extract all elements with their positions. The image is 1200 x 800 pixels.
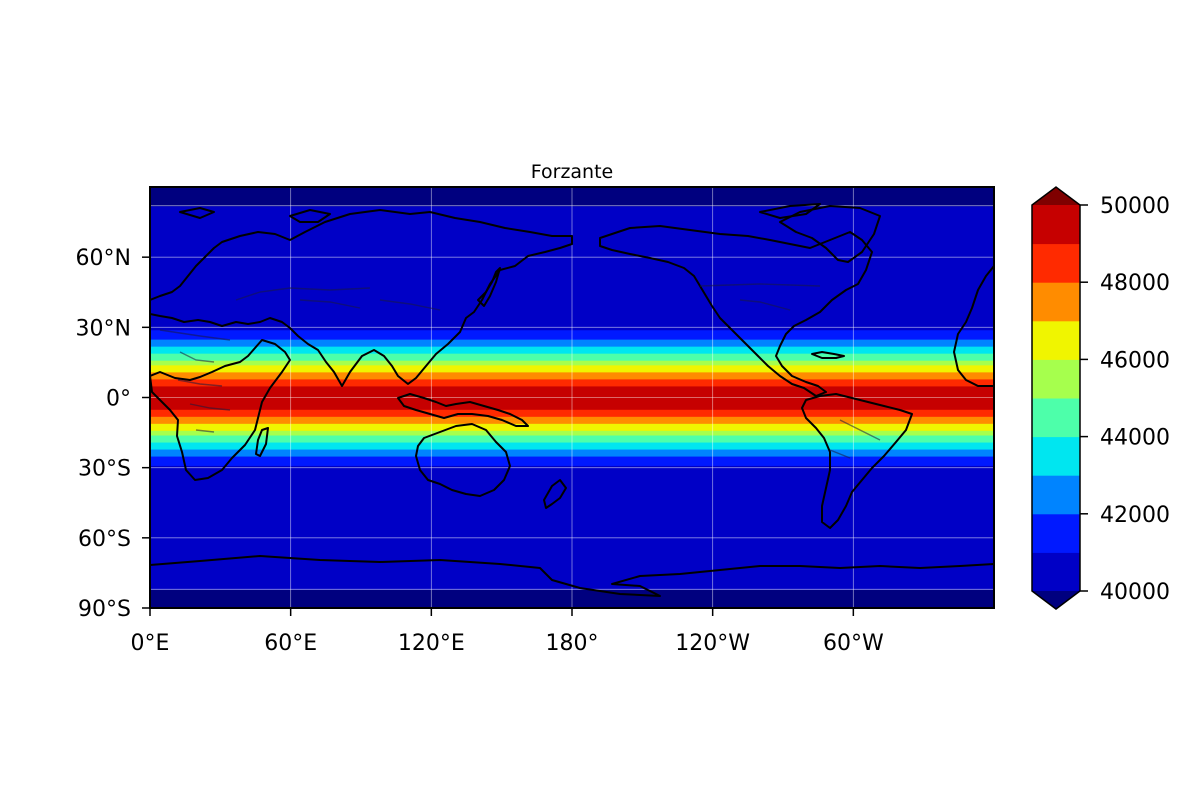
coastline-madagascar [255,427,269,457]
axis-ticks: 0°E 60°E 120°E 180° 120°W 60°W 60°N 30°N 0° 30°S 6… [76,246,884,656]
colorbar-bin [1032,320,1080,360]
lat-tick-label: 30°S [78,457,131,482]
lat-tick-label: 0° [106,387,131,412]
colorbar-tick-label: 46000 [1100,348,1170,373]
colorbar-bin [1032,552,1080,592]
colorbar-bin [1032,243,1080,283]
lon-tick-label: 60°W [823,631,884,656]
coastline-caribbean [811,351,845,359]
coastline-australia [415,423,511,497]
colorbar-tick-label: 50000 [1100,194,1170,219]
coastline-antarctica [150,555,994,597]
colorbar-tick-label: 44000 [1100,426,1170,451]
lon-tick-label: 120°E [398,631,465,656]
colorbar-bin [1032,513,1080,553]
map-panel [149,186,995,609]
coastlines [150,203,994,597]
colorbar-extend-over [1032,187,1080,205]
lat-tick-label: 60°S [78,527,131,552]
lat-tick-label: 30°N [76,316,131,341]
coastline-arctic-islands [179,203,821,223]
map-title: Forzante [531,161,614,183]
lon-tick-label: 0°E [131,631,170,656]
colorbar-bin [1032,436,1080,476]
lon-tick-label: 60°E [264,631,317,656]
coastline-new-zealand [543,479,567,509]
colorbar-tick-label: 42000 [1100,503,1170,528]
colorbar-bin [1032,398,1080,438]
colorbar-bin [1032,282,1080,322]
country-borders [159,283,881,459]
colorbar-tick-label: 40000 [1100,580,1170,605]
lon-tick-label: 180° [546,631,599,656]
colorbar-bin [1032,475,1080,515]
colorbar-extend-under [1032,591,1080,609]
coastline-africa [150,339,291,481]
coastline-indonesia [397,393,529,427]
lon-tick-label: 120°W [675,631,750,656]
coastline-japan [477,267,501,307]
coastline-eurasia [150,209,573,387]
colorbar-bin [1032,359,1080,399]
colorbar-tick-label: 48000 [1100,271,1170,296]
colorbar: 40000 42000 44000 46000 48000 50000 [1031,186,1170,610]
coastline-greenland [779,205,881,263]
lat-tick-label: 90°S [78,597,131,622]
coastline-south-america [801,393,913,529]
coastline-africa-west-edge [953,265,994,387]
lat-tick-label: 60°N [76,246,131,271]
colorbar-bin [1032,205,1080,245]
gridlines [150,187,994,608]
